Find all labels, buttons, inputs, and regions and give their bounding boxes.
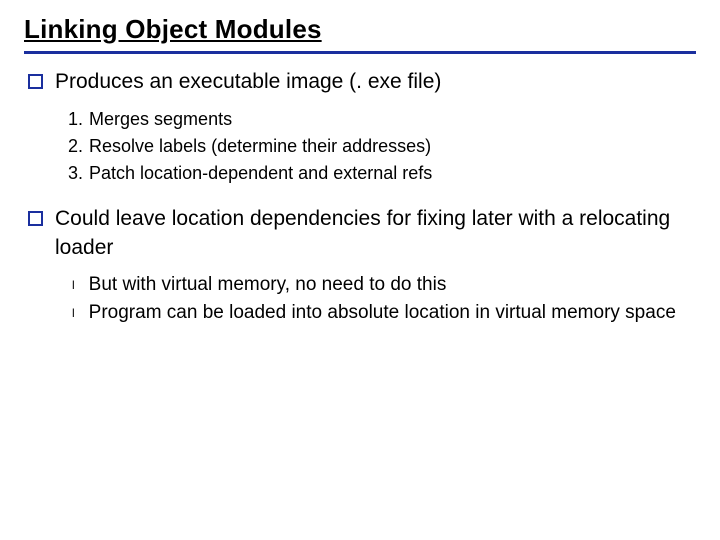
list-item-text: Produces an executable image (. exe file… (55, 68, 441, 96)
sub-item-text: But with virtual memory, no need to do t… (89, 272, 447, 298)
title-rule (24, 51, 696, 54)
slide-title: Linking Object Modules (24, 14, 696, 45)
numbered-item: 1. Merges segments (68, 106, 696, 133)
number-marker: 1. (68, 106, 83, 133)
numbered-item-text: Patch location-dependent and external re… (89, 160, 432, 187)
sub-item: l But with virtual memory, no need to do… (68, 272, 696, 298)
sub-bullet-icon: l (72, 278, 75, 292)
number-marker: 2. (68, 133, 83, 160)
list-item: Produces an executable image (. exe file… (24, 68, 696, 187)
slide: Linking Object Modules Produces an execu… (0, 0, 720, 325)
numbered-item-text: Resolve labels (determine their addresse… (89, 133, 431, 160)
list-item-text: Could leave location dependencies for fi… (55, 205, 696, 262)
numbered-item: 3. Patch location-dependent and external… (68, 160, 696, 187)
numbered-item: 2. Resolve labels (determine their addre… (68, 133, 696, 160)
numbered-list: 1. Merges segments 2. Resolve labels (de… (68, 106, 696, 187)
sub-item-text: Program can be loaded into absolute loca… (89, 300, 676, 326)
sub-item: l Program can be loaded into absolute lo… (68, 300, 696, 326)
list-item: Could leave location dependencies for fi… (24, 205, 696, 325)
number-marker: 3. (68, 160, 83, 187)
sub-bullet-icon: l (72, 306, 75, 320)
numbered-item-text: Merges segments (89, 106, 232, 133)
square-bullet-icon (28, 74, 43, 89)
square-bullet-icon (28, 211, 43, 226)
sub-list: l But with virtual memory, no need to do… (68, 272, 696, 325)
bullet-list: Produces an executable image (. exe file… (24, 68, 696, 325)
